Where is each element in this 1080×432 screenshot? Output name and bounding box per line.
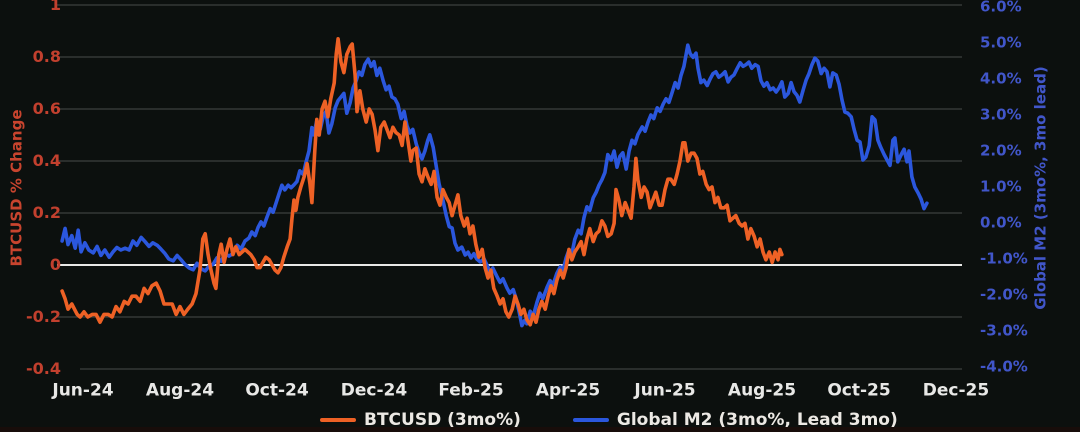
legend-item-btcusd: BTCUSD (3mo%) xyxy=(320,410,521,430)
right-tick-2.0%: 2.0% xyxy=(980,141,1022,160)
right-tick--4.0%: -4.0% xyxy=(980,357,1028,376)
legend-label-btcusd: BTCUSD (3mo%) xyxy=(364,410,521,430)
legend: BTCUSD (3mo%) Global M2 (3mo%, Lead 3mo) xyxy=(320,410,898,430)
left-tick-0: 0 xyxy=(49,255,61,274)
right-tick-6.0%: 6.0% xyxy=(980,0,1022,16)
left-tick-0.8: 0.8 xyxy=(32,47,61,66)
x-tick-Aug-24: Aug-24 xyxy=(145,380,215,401)
right-tick--1.0%: -1.0% xyxy=(980,249,1028,268)
right-tick-3.0%: 3.0% xyxy=(980,105,1022,124)
btcusd-line-swatch xyxy=(320,418,356,422)
right-tick-0.0%: 0.0% xyxy=(980,213,1022,232)
x-tick-Oct-25: Oct-25 xyxy=(827,380,891,401)
x-tick-Dec-25: Dec-25 xyxy=(922,380,990,401)
series-line-btcusd xyxy=(60,36,784,327)
global-m2-line-swatch xyxy=(572,418,609,422)
x-tick-Apr-25: Apr-25 xyxy=(535,380,601,401)
right-tick--3.0%: -3.0% xyxy=(980,321,1028,340)
x-tick-Oct-24: Oct-24 xyxy=(245,380,309,401)
legend-label-global-m2: Global M2 (3mo%, Lead 3mo) xyxy=(616,410,898,430)
right-tick--2.0%: -2.0% xyxy=(980,285,1028,304)
right-tick-1.0%: 1.0% xyxy=(980,177,1022,196)
x-tick-Jun-24: Jun-24 xyxy=(52,380,114,401)
left-tick-0.4: 0.4 xyxy=(32,151,61,170)
left-axis-title: BTCUSD % Change xyxy=(7,109,26,267)
left-tick--0.2: -0.2 xyxy=(26,307,61,326)
legend-item-global-m2: Global M2 (3mo%, Lead 3mo) xyxy=(572,410,898,430)
x-tick-Aug-25: Aug-25 xyxy=(727,380,797,401)
left-tick-1: 1 xyxy=(49,0,61,14)
right-tick-4.0%: 4.0% xyxy=(980,69,1022,88)
left-tick-0.2: 0.2 xyxy=(32,203,61,222)
right-axis-title: Global M2 (3mo%, 3mo lead) xyxy=(1031,66,1050,310)
left-tick-0.6: 0.6 xyxy=(32,99,61,118)
x-tick-Jun-25: Jun-25 xyxy=(634,380,696,401)
left-tick--0.4: -0.4 xyxy=(26,359,61,378)
bottom-edge-strip xyxy=(0,427,1080,432)
x-tick-Dec-24: Dec-24 xyxy=(340,380,408,401)
right-tick-5.0%: 5.0% xyxy=(980,33,1022,52)
x-tick-Feb-25: Feb-25 xyxy=(438,380,504,401)
